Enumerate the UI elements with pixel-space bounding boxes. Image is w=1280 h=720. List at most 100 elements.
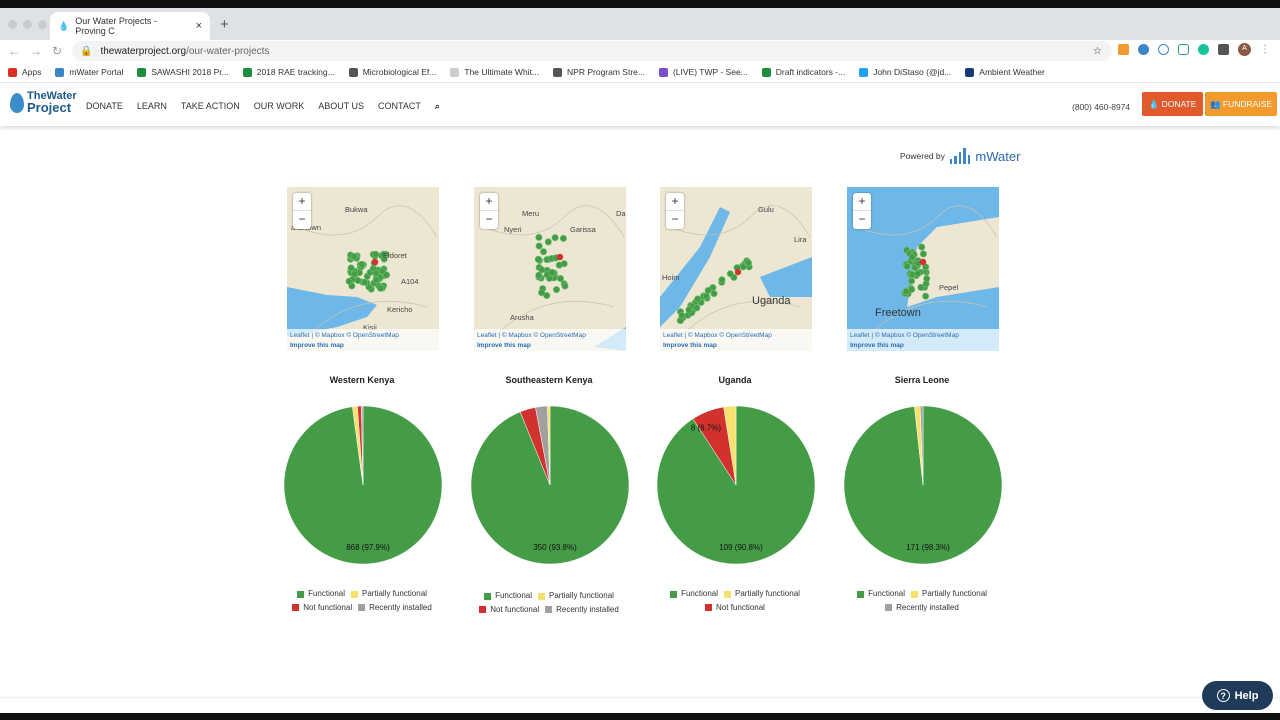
extension-icon[interactable]	[1178, 44, 1189, 55]
water-point-marker[interactable]	[535, 271, 543, 279]
water-point-marker[interactable]	[372, 269, 380, 277]
reload-icon[interactable]: ↻	[52, 44, 63, 58]
bookmark-item[interactable]: mWater Portal	[55, 67, 123, 77]
avatar[interactable]: A	[1238, 43, 1251, 56]
water-point-marker[interactable]	[694, 295, 702, 303]
zoom-in-button[interactable]: +	[480, 193, 498, 211]
improve-map-link[interactable]: Improve this map	[477, 342, 531, 349]
water-point-marker[interactable]	[351, 270, 359, 278]
zoom-out-button[interactable]: −	[485, 212, 493, 226]
water-point-marker[interactable]	[372, 276, 380, 284]
extension-icon[interactable]	[1158, 44, 1169, 55]
water-point-marker[interactable]	[678, 312, 686, 320]
pie-slice-partially-functional[interactable]	[723, 405, 737, 486]
water-point-marker[interactable]	[908, 253, 916, 261]
bookmark-item[interactable]: 2018 RAE tracking...	[242, 67, 335, 77]
water-point-marker[interactable]	[908, 285, 916, 293]
leaflet-map[interactable]: Pepel Freetown + − Leaflet | © Mapbox © Op…	[847, 187, 999, 351]
water-point-marker[interactable]	[538, 289, 546, 297]
forward-icon[interactable]: →	[30, 44, 42, 58]
leaflet-map[interactable]: Meru Nyeri Garissa Arusha Da + − Leaflet | © …	[474, 187, 626, 351]
legend-item[interactable]: Functional	[484, 590, 532, 602]
new-tab-button[interactable]: +	[220, 16, 229, 33]
nav-our-work[interactable]: OUR WORK	[253, 101, 305, 111]
attribution-text[interactable]: Leaflet | © Mapbox © OpenStreetMap	[663, 332, 772, 339]
water-point-marker[interactable]	[693, 304, 701, 312]
phone-number[interactable]: (800) 460-8974	[1072, 102, 1131, 112]
water-point-marker[interactable]	[917, 283, 925, 291]
water-point-marker[interactable]	[922, 292, 930, 300]
legend-item[interactable]: Partially functional	[724, 588, 800, 600]
legend-item[interactable]: Not functional	[292, 602, 352, 614]
water-point-marker[interactable]	[347, 264, 355, 272]
puzzle-icon[interactable]	[1218, 44, 1229, 55]
extension-icon[interactable]	[1138, 44, 1149, 55]
water-point-marker[interactable]	[914, 270, 922, 278]
bookmark-item[interactable]: John DiStaso (@jd...	[859, 67, 951, 77]
pie-slice-recently-installed[interactable]	[361, 405, 364, 486]
legend-item[interactable]: Partially functional	[351, 588, 427, 600]
nav-learn[interactable]: LEARN	[136, 101, 167, 111]
legend-item[interactable]: Functional	[857, 588, 905, 600]
water-point-marker[interactable]	[551, 234, 559, 242]
water-point-marker[interactable]	[923, 275, 931, 283]
donate-button[interactable]: 💧 DONATE	[1142, 92, 1203, 116]
water-point-marker[interactable]	[918, 243, 926, 251]
water-point-marker[interactable]	[534, 255, 542, 263]
legend-item[interactable]: Recently installed	[358, 602, 432, 614]
close-tab-icon[interactable]: ×	[195, 20, 202, 32]
water-point-marker[interactable]	[544, 238, 552, 246]
water-point-marker[interactable]	[371, 258, 379, 266]
water-point-marker[interactable]	[919, 250, 927, 258]
zoom-in-button[interactable]: +	[293, 193, 311, 211]
water-point-marker[interactable]	[907, 277, 915, 285]
nav-take-action[interactable]: TAKE ACTION	[180, 101, 240, 111]
water-point-marker[interactable]	[561, 282, 569, 290]
water-point-marker[interactable]	[538, 266, 546, 274]
legend-item[interactable]: Functional	[297, 588, 345, 600]
nav-about-us[interactable]: ABOUT US	[318, 101, 365, 111]
legend-item[interactable]: Partially functional	[538, 590, 614, 602]
extension-icon[interactable]	[1118, 44, 1129, 55]
zoom-out-button[interactable]: −	[858, 212, 866, 226]
fundraise-button[interactable]: 👥 FUNDRAISE	[1205, 92, 1277, 116]
leaflet-map[interactable]: Gulu Lira Uganda Hoim + − Leaflet | © Mapbox…	[660, 187, 812, 351]
attribution-text[interactable]: Leaflet | © Mapbox © OpenStreetMap	[477, 332, 586, 339]
bookmark-item[interactable]: NPR Program Stre...	[553, 67, 645, 77]
water-point-marker[interactable]	[361, 278, 369, 286]
attribution-text[interactable]: Leaflet | © Mapbox © OpenStreetMap	[290, 332, 399, 339]
water-point-marker[interactable]	[726, 270, 734, 278]
water-point-marker[interactable]	[718, 276, 726, 284]
water-point-marker[interactable]	[560, 260, 568, 268]
pie-slice-recently-installed[interactable]	[919, 405, 924, 486]
water-point-marker[interactable]	[553, 286, 561, 294]
water-point-marker[interactable]	[557, 275, 565, 283]
bookmark-item[interactable]: Microbiological Ef...	[348, 67, 436, 77]
bookmark-item[interactable]: Ambient Weather	[965, 67, 1045, 77]
attribution-text[interactable]: Leaflet | © Mapbox © OpenStreetMap	[850, 332, 959, 339]
water-point-marker[interactable]	[535, 233, 543, 241]
water-point-marker[interactable]	[372, 250, 380, 258]
url-field[interactable]: 🔒 thewaterproject.org/our-water-projects…	[72, 41, 1112, 61]
menu-icon[interactable]: ⋮	[1260, 44, 1270, 55]
grammarly-icon[interactable]	[1198, 44, 1209, 55]
bookmark-item[interactable]: The Ultimate Whit...	[450, 67, 539, 77]
bookmark-item[interactable]: Draft indicators -...	[761, 67, 845, 77]
water-point-marker[interactable]	[383, 271, 391, 279]
legend-item[interactable]: Functional	[670, 588, 718, 600]
water-point-marker[interactable]	[903, 262, 911, 270]
water-point-marker[interactable]	[919, 258, 927, 266]
bookmark-item[interactable]: SAWASHI 2018 Pr...	[137, 67, 229, 77]
help-button[interactable]: ? Help	[1202, 681, 1273, 710]
nav-contact[interactable]: CONTACT	[378, 101, 421, 111]
water-point-marker[interactable]	[350, 253, 358, 261]
water-point-marker[interactable]	[380, 250, 388, 258]
pie-slice-partially-functional[interactable]	[547, 405, 551, 486]
star-icon[interactable]: ☆	[1093, 45, 1102, 57]
improve-map-link[interactable]: Improve this map	[663, 342, 717, 349]
zoom-in-button[interactable]: +	[666, 193, 684, 211]
water-point-marker[interactable]	[540, 248, 548, 256]
bookmark-item[interactable]: (LIVE) TWP - See...	[658, 67, 748, 77]
water-point-marker[interactable]	[685, 306, 693, 314]
nav-donate[interactable]: DONATE	[86, 101, 123, 111]
